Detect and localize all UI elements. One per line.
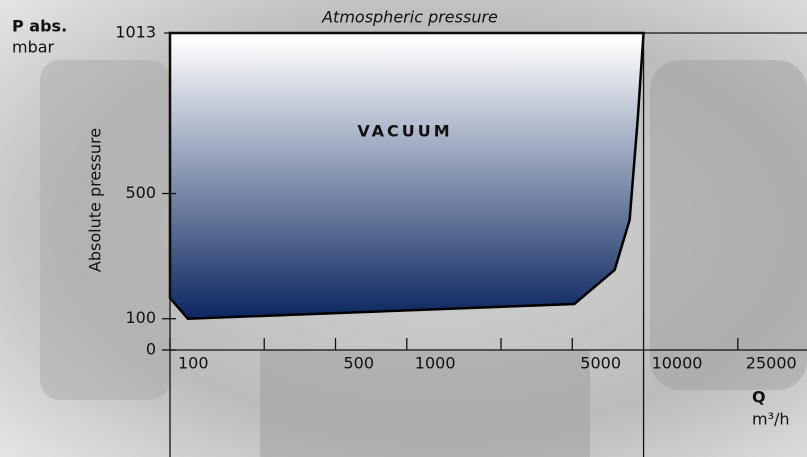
title: Atmospheric pressure (321, 8, 498, 27)
y-tick-label: 500 (125, 183, 156, 202)
x-label: Q (752, 388, 766, 407)
x-unit: m³/h (752, 410, 790, 429)
x-tick-label: 1000 (415, 354, 456, 373)
y-label: Absolute pressure (86, 128, 105, 272)
x-tick-label: 5000 (580, 354, 621, 373)
y-tick-label: 1013 (115, 23, 156, 42)
x-tick-label: 10000 (652, 354, 703, 373)
machine-shape (40, 60, 170, 400)
x-tick-label: 500 (344, 354, 375, 373)
y-tick-label: 100 (125, 308, 156, 327)
machine-shape (260, 350, 590, 457)
vacuum-region (168, 31, 645, 320)
y-unit: mbar (12, 38, 55, 57)
annotation: VACUUM (357, 122, 452, 141)
x-tick-label: 100 (178, 354, 209, 373)
y-label-short: P abs. (12, 17, 67, 36)
machine-shape (650, 60, 807, 390)
y-tick-label: 0 (146, 340, 156, 359)
x-tick-label: 25000 (746, 354, 797, 373)
